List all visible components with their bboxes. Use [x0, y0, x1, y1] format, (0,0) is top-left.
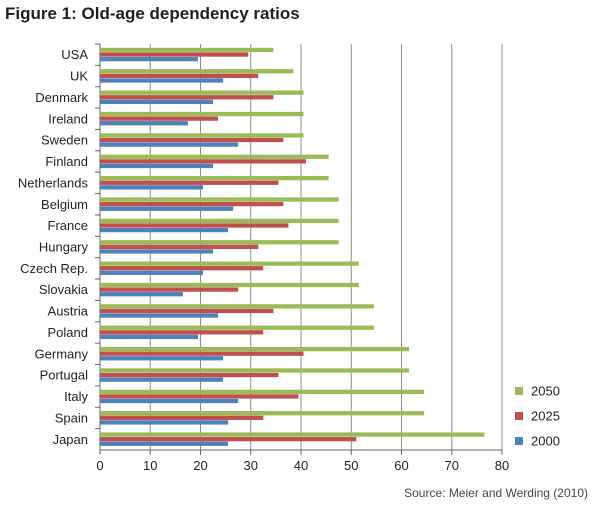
bar-czech-rep-2000 [100, 270, 204, 275]
x-tick-label: 30 [244, 458, 258, 473]
bar-portugal-2050 [100, 368, 410, 373]
bar-poland-2000 [100, 334, 198, 340]
bar-portugal-2025 [100, 372, 279, 378]
bar-usa-2050 [100, 47, 274, 53]
bar-italy-2025 [100, 394, 299, 399]
x-tick-label: 80 [495, 458, 509, 473]
bar-france-2050 [100, 218, 339, 224]
category-label-slovakia: Slovakia [39, 282, 89, 297]
category-label-spain: Spain [55, 410, 88, 425]
bar-slovakia-2050 [100, 282, 359, 288]
bar-czech-rep-2025 [100, 266, 264, 271]
bar-usa-2000 [100, 56, 198, 62]
bar-poland-2050 [100, 325, 374, 330]
bar-uk-2025 [100, 73, 259, 79]
bar-finland-2050 [100, 154, 329, 159]
x-tick-label: 40 [294, 458, 308, 473]
bar-netherlands-2050 [100, 175, 329, 181]
bar-austria-2000 [100, 313, 219, 318]
bar-sweden-2025 [100, 137, 284, 143]
x-tick-label: 20 [193, 458, 207, 473]
category-label-czech-rep: Czech Rep. [20, 261, 88, 276]
bar-germany-2000 [100, 356, 224, 361]
bar-denmark-2050 [100, 90, 304, 95]
bar-netherlands-2000 [100, 185, 204, 190]
bar-netherlands-2025 [100, 180, 279, 185]
legend-label-2000: 2000 [531, 434, 560, 449]
bar-italy-2000 [100, 398, 239, 404]
bar-japan-2000 [100, 441, 229, 446]
category-label-germany: Germany [35, 346, 89, 361]
category-label-usa: USA [61, 47, 88, 62]
x-tick-label: 60 [394, 458, 408, 473]
bar-ireland-2050 [100, 111, 304, 117]
bar-spain-2050 [100, 411, 425, 416]
chart-title: Figure 1: Old-age dependency ratios [5, 4, 300, 23]
x-tick-label: 0 [96, 458, 103, 473]
bar-uk-2050 [100, 69, 294, 74]
legend-label-2025: 2025 [531, 409, 560, 424]
category-label-belgium: Belgium [41, 197, 88, 212]
bar-finland-2025 [100, 159, 307, 164]
bar-poland-2025 [100, 330, 264, 335]
bar-austria-2050 [100, 304, 374, 309]
category-label-italy: Italy [64, 389, 88, 404]
bar-belgium-2000 [100, 206, 234, 211]
bar-hungary-2000 [100, 249, 214, 254]
bar-japan-2050 [100, 432, 485, 437]
bar-sweden-2000 [100, 142, 239, 147]
bar-france-2025 [100, 223, 289, 228]
legend-swatch-2000 [515, 437, 523, 445]
category-label-netherlands: Netherlands [18, 175, 89, 190]
bar-denmark-2025 [100, 95, 274, 100]
bar-usa-2025 [100, 52, 249, 57]
bar-austria-2025 [100, 308, 274, 314]
bar-hungary-2050 [100, 240, 339, 245]
bar-hungary-2025 [100, 244, 259, 249]
bar-sweden-2050 [100, 133, 304, 138]
x-tick-label: 10 [143, 458, 157, 473]
bar-japan-2025 [100, 437, 357, 442]
category-label-france: France [48, 218, 88, 233]
x-tick-label: 70 [445, 458, 459, 473]
category-label-portugal: Portugal [40, 368, 89, 383]
bar-slovakia-2000 [100, 292, 183, 297]
bar-belgium-2050 [100, 197, 339, 202]
bar-germany-2025 [100, 351, 304, 356]
bar-belgium-2025 [100, 201, 284, 207]
legend-swatch-2025 [515, 412, 523, 420]
category-label-japan: Japan [53, 432, 88, 447]
bar-spain-2000 [100, 420, 229, 425]
category-label-finland: Finland [45, 154, 88, 169]
bar-czech-rep-2050 [100, 261, 359, 266]
category-label-sweden: Sweden [41, 133, 88, 148]
legend-label-2050: 2050 [531, 384, 560, 399]
category-label-hungary: Hungary [39, 240, 89, 255]
category-label-uk: UK [70, 69, 88, 84]
bar-germany-2050 [100, 346, 410, 352]
category-label-poland: Poland [48, 325, 88, 340]
bar-italy-2050 [100, 389, 425, 394]
bar-ireland-2025 [100, 116, 219, 121]
source-note: Source: Meier and Werding (2010) [404, 486, 588, 500]
legend-swatch-2050 [515, 387, 523, 395]
bar-slovakia-2025 [100, 287, 239, 292]
x-tick-label: 50 [344, 458, 358, 473]
bar-denmark-2000 [100, 99, 214, 105]
bar-portugal-2000 [100, 377, 224, 382]
category-label-ireland: Ireland [48, 111, 88, 126]
category-label-denmark: Denmark [35, 90, 88, 105]
category-label-austria: Austria [48, 304, 89, 319]
bar-finland-2000 [100, 163, 214, 169]
bar-spain-2025 [100, 415, 264, 420]
bar-uk-2000 [100, 78, 224, 83]
bar-ireland-2000 [100, 121, 188, 126]
bar-france-2000 [100, 227, 229, 233]
